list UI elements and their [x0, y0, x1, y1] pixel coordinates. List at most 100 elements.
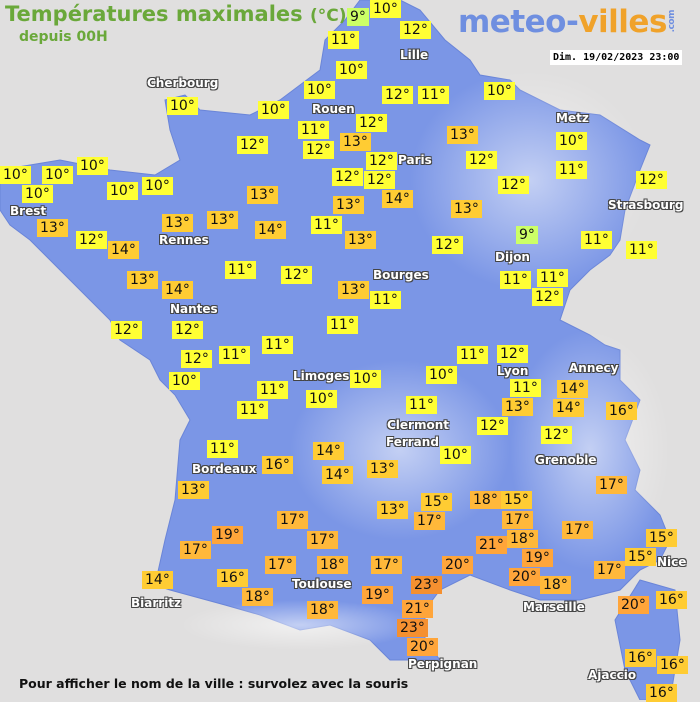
temperature-marker[interactable]: 10°	[258, 101, 289, 119]
temperature-marker[interactable]: 13°	[377, 501, 408, 519]
temperature-marker[interactable]: 20°	[618, 596, 649, 614]
temperature-marker[interactable]: 15°	[421, 493, 452, 511]
temperature-marker[interactable]: 17°	[562, 521, 593, 539]
temperature-marker[interactable]: 10°	[167, 97, 198, 115]
temperature-marker[interactable]: 17°	[307, 531, 338, 549]
temperature-marker[interactable]: 11°	[237, 401, 268, 419]
temperature-marker[interactable]: 13°	[162, 214, 193, 232]
temperature-marker[interactable]: 16°	[656, 591, 687, 609]
temperature-marker[interactable]: 17°	[265, 556, 296, 574]
temperature-marker[interactable]: 15°	[501, 491, 532, 509]
temperature-marker[interactable]: 18°	[540, 576, 571, 594]
temperature-marker[interactable]: 11°	[370, 291, 401, 309]
temperature-marker[interactable]: 13°	[340, 133, 371, 151]
temperature-marker[interactable]: 17°	[596, 476, 627, 494]
temperature-marker[interactable]: 11°	[406, 396, 437, 414]
temperature-marker[interactable]: 11°	[510, 379, 541, 397]
temperature-marker[interactable]: 10°	[0, 166, 31, 184]
temperature-marker[interactable]: 12°	[432, 236, 463, 254]
temperature-marker[interactable]: 18°	[507, 530, 538, 548]
temperature-marker[interactable]: 12°	[532, 288, 563, 306]
temperature-marker[interactable]: 12°	[498, 176, 529, 194]
temperature-marker[interactable]: 15°	[646, 529, 677, 547]
temperature-marker[interactable]: 18°	[242, 588, 273, 606]
temperature-marker[interactable]: 13°	[502, 398, 533, 416]
temperature-marker[interactable]: 12°	[303, 141, 334, 159]
temperature-marker[interactable]: 11°	[311, 216, 342, 234]
temperature-marker[interactable]: 13°	[247, 186, 278, 204]
temperature-marker[interactable]: 17°	[502, 511, 533, 529]
temperature-marker[interactable]: 19°	[212, 526, 243, 544]
temperature-marker[interactable]: 11°	[207, 440, 238, 458]
temperature-marker[interactable]: 10°	[42, 166, 73, 184]
temperature-marker[interactable]: 11°	[328, 31, 359, 49]
temperature-marker[interactable]: 11°	[626, 241, 657, 259]
temperature-marker[interactable]: 11°	[225, 261, 256, 279]
temperature-marker[interactable]: 13°	[447, 126, 478, 144]
logo[interactable]: meteo-villes.com	[458, 4, 677, 40]
temperature-marker[interactable]: 14°	[382, 190, 413, 208]
temperature-marker[interactable]: 23°	[397, 619, 428, 637]
temperature-marker[interactable]: 15°	[625, 548, 656, 566]
temperature-marker[interactable]: 16°	[625, 649, 656, 667]
temperature-marker[interactable]: 19°	[522, 549, 553, 567]
temperature-marker[interactable]: 13°	[367, 460, 398, 478]
temperature-marker[interactable]: 12°	[356, 114, 387, 132]
temperature-marker[interactable]: 11°	[581, 231, 612, 249]
temperature-marker[interactable]: 10°	[169, 372, 200, 390]
temperature-marker[interactable]: 9°	[347, 8, 369, 26]
temperature-marker[interactable]: 17°	[414, 512, 445, 530]
temperature-marker[interactable]: 13°	[338, 281, 369, 299]
temperature-marker[interactable]: 12°	[364, 171, 395, 189]
temperature-marker[interactable]: 18°	[470, 491, 501, 509]
temperature-marker[interactable]: 13°	[451, 200, 482, 218]
temperature-marker[interactable]: 11°	[257, 381, 288, 399]
temperature-marker[interactable]: 13°	[207, 211, 238, 229]
temperature-marker[interactable]: 11°	[327, 316, 358, 334]
temperature-marker[interactable]: 10°	[556, 132, 587, 150]
temperature-marker[interactable]: 12°	[541, 426, 572, 444]
temperature-marker[interactable]: 13°	[333, 196, 364, 214]
temperature-marker[interactable]: 13°	[345, 231, 376, 249]
temperature-marker[interactable]: 10°	[22, 185, 53, 203]
temperature-marker[interactable]: 12°	[497, 345, 528, 363]
temperature-marker[interactable]: 10°	[336, 61, 367, 79]
temperature-marker[interactable]: 14°	[255, 221, 286, 239]
temperature-marker[interactable]: 12°	[466, 151, 497, 169]
temperature-marker[interactable]: 10°	[77, 157, 108, 175]
temperature-marker[interactable]: 11°	[500, 271, 531, 289]
temperature-marker[interactable]: 12°	[636, 171, 667, 189]
temperature-marker[interactable]: 20°	[442, 556, 473, 574]
temperature-marker[interactable]: 20°	[509, 568, 540, 586]
temperature-marker[interactable]: 11°	[537, 269, 568, 287]
temperature-marker[interactable]: 10°	[107, 182, 138, 200]
temperature-marker[interactable]: 16°	[606, 402, 637, 420]
temperature-marker[interactable]: 9°	[516, 226, 538, 244]
temperature-marker[interactable]: 11°	[556, 161, 587, 179]
temperature-marker[interactable]: 10°	[370, 0, 401, 18]
temperature-marker[interactable]: 16°	[262, 456, 293, 474]
temperature-marker[interactable]: 10°	[304, 81, 335, 99]
temperature-marker[interactable]: 14°	[557, 380, 588, 398]
temperature-marker[interactable]: 16°	[646, 684, 677, 702]
temperature-marker[interactable]: 17°	[371, 556, 402, 574]
temperature-marker[interactable]: 23°	[411, 576, 442, 594]
temperature-marker[interactable]: 10°	[426, 366, 457, 384]
temperature-marker[interactable]: 13°	[127, 271, 158, 289]
temperature-marker[interactable]: 12°	[181, 350, 212, 368]
temperature-marker[interactable]: 12°	[332, 168, 363, 186]
temperature-marker[interactable]: 17°	[594, 561, 625, 579]
temperature-marker[interactable]: 10°	[440, 446, 471, 464]
temperature-marker[interactable]: 14°	[162, 281, 193, 299]
temperature-marker[interactable]: 10°	[350, 370, 381, 388]
temperature-marker[interactable]: 12°	[172, 321, 203, 339]
temperature-marker[interactable]: 10°	[306, 390, 337, 408]
temperature-marker[interactable]: 12°	[400, 21, 431, 39]
temperature-marker[interactable]: 13°	[178, 481, 209, 499]
temperature-marker[interactable]: 18°	[307, 601, 338, 619]
temperature-marker[interactable]: 12°	[281, 266, 312, 284]
temperature-marker[interactable]: 13°	[37, 219, 68, 237]
temperature-marker[interactable]: 16°	[217, 569, 248, 587]
temperature-marker[interactable]: 18°	[317, 556, 348, 574]
temperature-marker[interactable]: 19°	[362, 586, 393, 604]
